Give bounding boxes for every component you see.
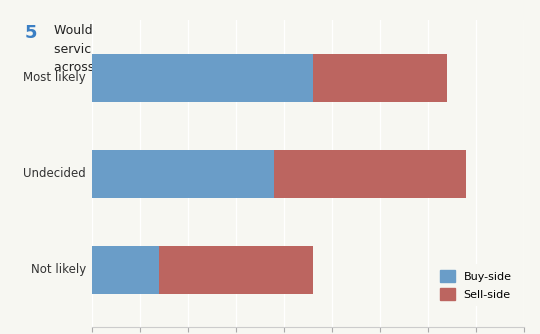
Bar	[92, 54, 313, 102]
Bar	[274, 150, 466, 198]
Legend: Buy-side, Sell-side: Buy-side, Sell-side	[434, 264, 518, 306]
Bar	[159, 246, 313, 294]
Bar	[313, 54, 447, 102]
Bar	[92, 246, 159, 294]
Bar	[92, 150, 274, 198]
Text: Would you consider using a third-party initial margin computing
service that est: Would you consider using a third-party i…	[54, 24, 454, 74]
Text: 5: 5	[24, 24, 37, 42]
